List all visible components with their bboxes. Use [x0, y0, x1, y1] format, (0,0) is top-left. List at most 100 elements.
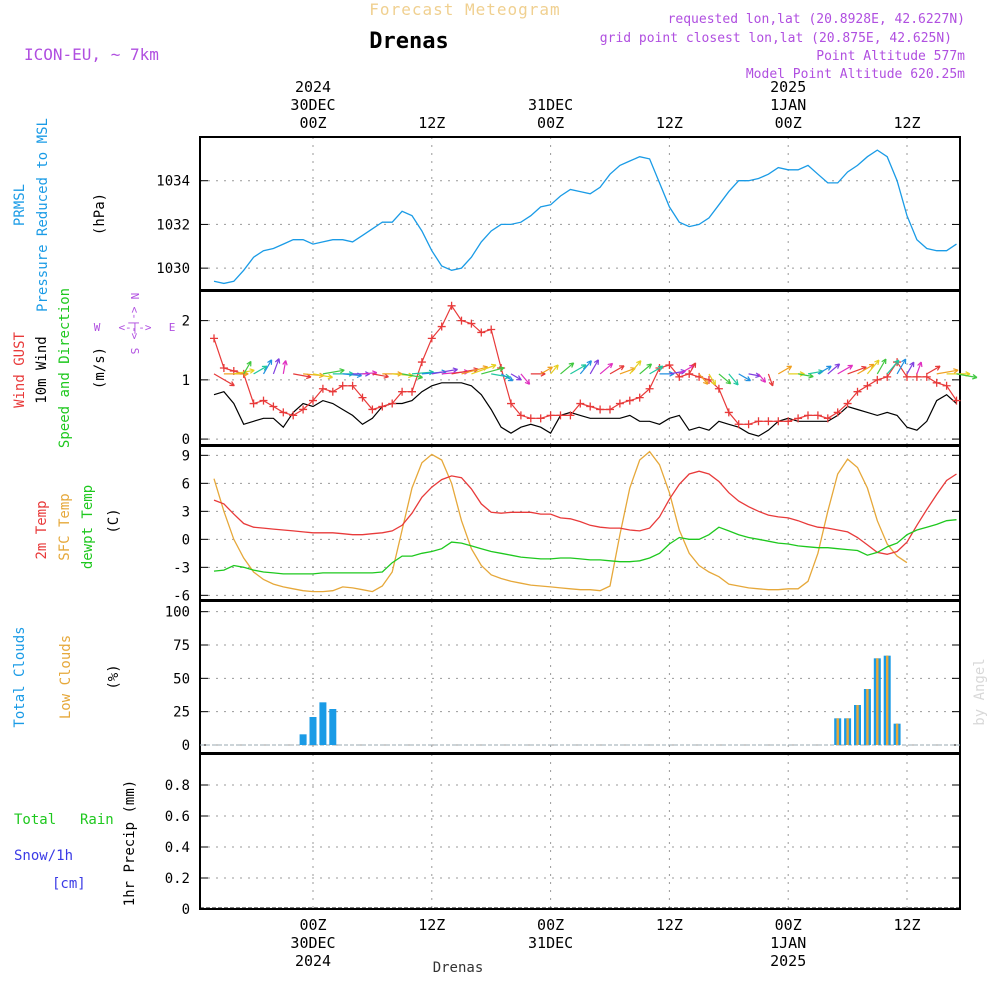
clouds-unit: (%): [106, 664, 122, 689]
bottom-hour-label: 00Z: [537, 916, 564, 934]
wind-direction-arrow: [322, 368, 345, 375]
wind-gust-marker: [417, 358, 426, 367]
total-cloud-bar: [299, 734, 307, 745]
wind-direction-arrow: [748, 372, 761, 378]
wind-direction-arrow: [589, 359, 599, 375]
wind-direction-arrow: [510, 373, 522, 381]
wind-direction-arrow: [688, 362, 697, 375]
compass-east: E: [169, 321, 176, 334]
wind-direction-arrow: [758, 373, 767, 383]
wind-direction-arrow: [876, 358, 887, 375]
dewpoint-line: [213, 519, 957, 575]
low-cloud-bar: [866, 689, 869, 745]
wind-gust-marker: [764, 417, 773, 426]
credit-watermark: by Angel: [972, 658, 988, 725]
wind-direction-arrow: [866, 359, 880, 375]
wind-gust-marker: [903, 372, 911, 381]
t2m-temp-line: [213, 470, 957, 555]
top-hour-label: 12Z: [418, 114, 445, 132]
wind-speed-dir-label: Speed and Direction: [57, 288, 73, 448]
low-cloud-bar: [846, 718, 849, 745]
wind-gust-marker: [625, 396, 634, 405]
wind-direction-arrow: [540, 366, 554, 375]
wind-direction-arrow: [253, 365, 268, 375]
wind-gust-marker: [734, 420, 743, 429]
wind-direction-arrow: [788, 371, 805, 377]
precip-ytick-label: 0.4: [165, 840, 190, 856]
wind-direction-arrow: [599, 362, 614, 375]
pressure-ytick-label: 1032: [156, 217, 190, 233]
clouds-ytick-label: 25: [173, 705, 190, 721]
wind-gust-marker: [952, 396, 961, 405]
wind-direction-arrow: [312, 373, 333, 380]
wind-gust-marker: [932, 378, 941, 387]
wind-direction-arrow: [817, 365, 832, 375]
wind-gust-marker: [447, 301, 456, 310]
pressure-ytick-label: 1034: [156, 174, 190, 190]
wind-gust-marker: [665, 361, 674, 370]
wind-direction-arrow: [827, 363, 841, 375]
wind-gust-marker: [714, 384, 723, 393]
wind-gust-marker: [863, 381, 872, 390]
temperature-panel: -6 -3 0 3 6 9: [173, 445, 961, 604]
requested-coords: requested lon,lat (20.8928E, 42.6227N): [668, 12, 965, 27]
wind-gust-marker: [526, 414, 535, 423]
wind-gust-marker: [883, 372, 892, 381]
wind-gust-marker: [477, 328, 486, 337]
pressure-label-msl: Pressure Reduced to MSL: [35, 118, 51, 312]
wind-gust-marker: [299, 405, 308, 414]
wind-speed-line: [213, 382, 957, 437]
wind-gust-marker: [259, 396, 268, 405]
wind-gust-marker: [912, 372, 921, 381]
wind-direction-arrow: [243, 360, 252, 375]
top-year-label: 2024: [295, 78, 331, 96]
wind-gust-marker: [408, 387, 416, 396]
wind-gust-marker: [249, 399, 258, 408]
top-year-label: 2025: [770, 78, 806, 96]
pressure-label-prmsl: PRMSL: [12, 184, 28, 226]
wind-ytick-label: 0: [182, 432, 190, 448]
wind-gust-marker: [784, 417, 793, 426]
wind-gust-marker: [328, 387, 337, 396]
temp-ytick-label: 9: [182, 448, 190, 464]
wind-gust-marker: [833, 408, 842, 417]
wind-gust-marker: [507, 399, 515, 408]
wind-gust-marker: [368, 405, 377, 414]
wind-gust-marker: [804, 411, 812, 420]
clouds-ytick-label: 100: [165, 605, 190, 621]
wind-gust-marker: [546, 411, 555, 420]
wind-gust-marker: [922, 372, 931, 381]
total-cloud-bar: [309, 717, 317, 745]
wind-direction-arrow: [708, 373, 716, 386]
sfc-temp-line: [213, 450, 908, 593]
wind-direction-arrow: [520, 373, 531, 385]
low-cloud-bar: [836, 718, 839, 745]
wind-gust-marker: [318, 384, 327, 393]
wind-direction-arrow: [500, 373, 514, 382]
low-clouds-label: Low Clouds: [58, 635, 74, 719]
wind-gust-marker: [794, 414, 803, 423]
wind-direction-arrow: [896, 358, 907, 375]
wind-gust-marker: [358, 393, 367, 402]
wind-direction-arrow: [936, 368, 959, 375]
model-label: ICON-EU, ~ 7km: [24, 45, 159, 64]
wind-gust-marker: [813, 411, 822, 420]
point-altitude: Point Altitude 577m: [816, 49, 965, 64]
pressure-unit: (hPa): [92, 193, 108, 235]
wind-ytick-label: 1: [182, 373, 190, 389]
temp-ytick-label: 6: [182, 476, 190, 492]
temp-ytick-label: 0: [182, 532, 190, 548]
top-hour-label: 00Z: [537, 114, 564, 132]
wind-direction-arrow: [886, 359, 900, 375]
top-day-label: 1JAN: [770, 96, 806, 114]
wind-gust-marker: [675, 372, 684, 381]
wind-direction-arrow: [639, 363, 653, 375]
wind-gust-marker: [427, 334, 436, 343]
low-cloud-bar: [886, 655, 889, 745]
wind-gust-marker: [566, 411, 575, 420]
wind-direction-arrow: [738, 373, 752, 382]
wind-gust-marker: [635, 393, 644, 402]
wind-direction-arrow: [431, 367, 458, 375]
